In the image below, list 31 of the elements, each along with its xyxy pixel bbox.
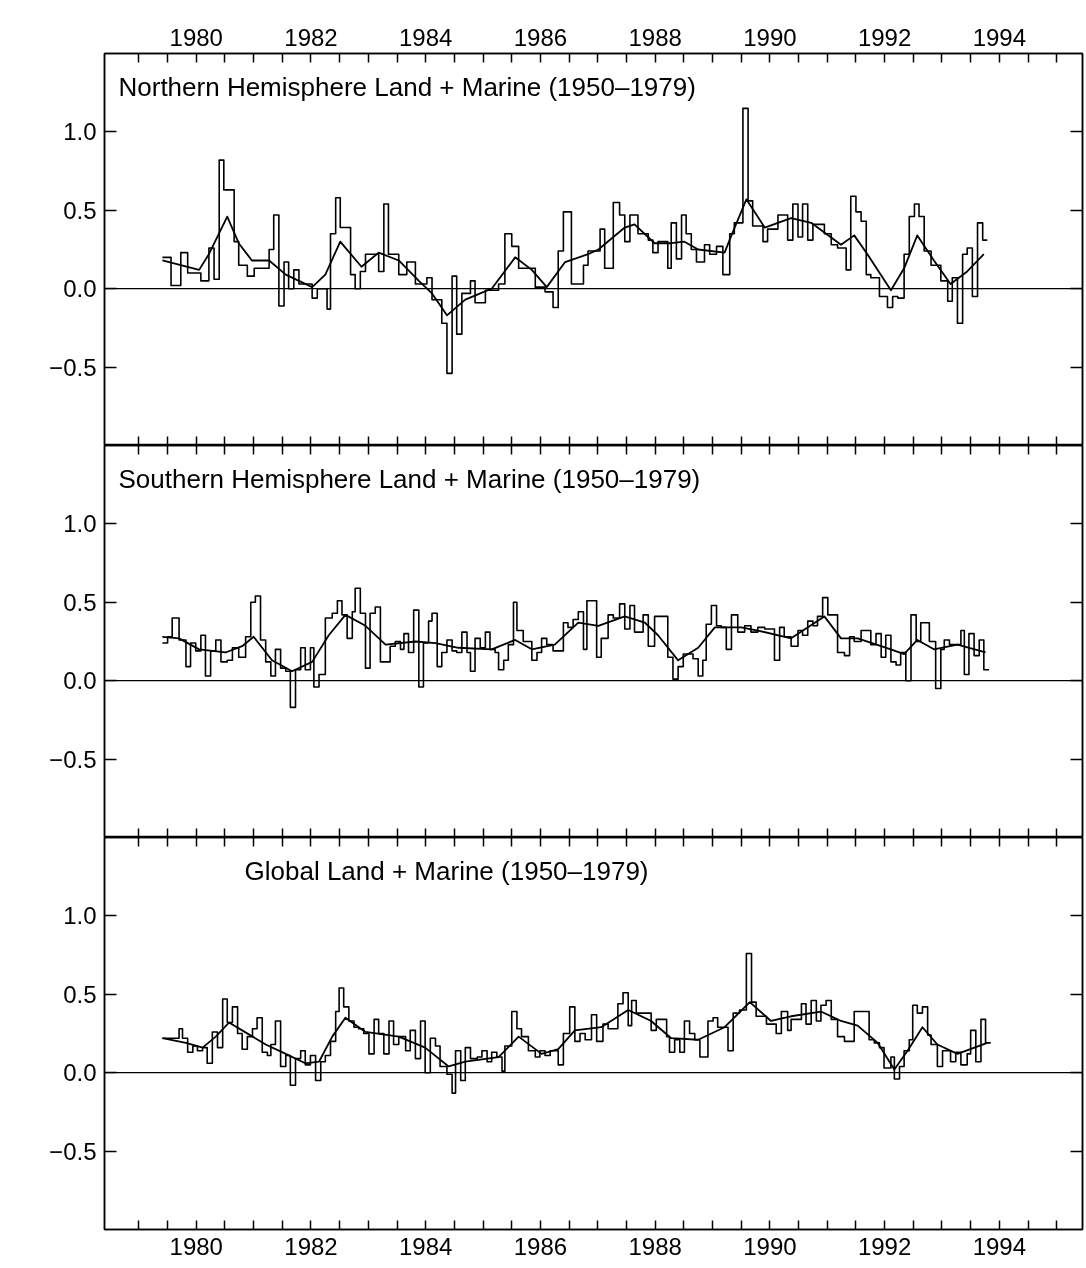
x-tick-label: 1994 — [972, 23, 1027, 51]
text: Northern Hemisphere Land + Marine (1950–1979) — [118, 71, 696, 102]
x-tick-label: 1982 — [284, 23, 338, 51]
x-tick-label: 1982 — [284, 1232, 338, 1260]
x-tick-label: 1984 — [399, 1232, 453, 1260]
y-tick-label: 0.0 — [63, 275, 97, 303]
x-tick-label: 1992 — [857, 23, 912, 51]
y-tick-label: 0.5 — [63, 588, 97, 616]
x-tick-label: 1984 — [399, 23, 453, 51]
y-tick-label: −0.5 — [49, 353, 97, 381]
y-tick-label: 1.0 — [63, 902, 97, 930]
y-tick-label: 1.0 — [63, 510, 97, 538]
y-tick-label: 0.0 — [63, 1059, 97, 1087]
x-tick-label: 1980 — [169, 23, 223, 51]
y-tick-label: −0.5 — [49, 1137, 97, 1165]
y-tick-label: 0.5 — [63, 196, 97, 224]
y-tick-label: −0.5 — [49, 745, 97, 773]
x-tick-label: 1986 — [513, 1232, 568, 1260]
x-tick-label: 1980 — [169, 1232, 223, 1260]
x-tick-label: 1988 — [628, 23, 682, 51]
x-tick-label: 1986 — [513, 23, 568, 51]
y-tick-label: 1.0 — [63, 118, 97, 146]
x-tick-label: 1990 — [743, 23, 797, 51]
x-tick-label: 1988 — [628, 1232, 682, 1260]
x-tick-label: 1990 — [743, 1232, 797, 1260]
text: Global Land + Marine (1950–1979) — [244, 855, 649, 886]
x-tick-label: 1992 — [857, 1232, 912, 1260]
text: Southern Hemisphere Land + Marine (1950–1979) — [118, 463, 701, 494]
y-tick-label: 0.0 — [63, 667, 97, 695]
x-tick-label: 1994 — [972, 1232, 1027, 1260]
y-tick-label: 0.5 — [63, 980, 97, 1008]
